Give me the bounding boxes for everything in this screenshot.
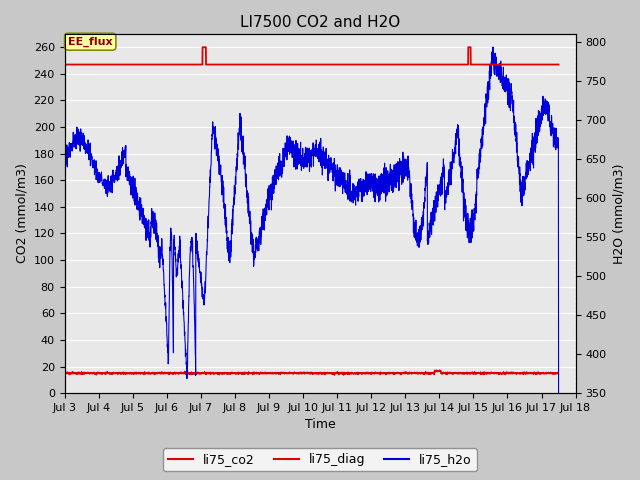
Y-axis label: CO2 (mmol/m3): CO2 (mmol/m3) [15, 164, 28, 264]
Y-axis label: H2O (mmol/m3): H2O (mmol/m3) [612, 163, 625, 264]
X-axis label: Time: Time [305, 419, 335, 432]
Text: EE_flux: EE_flux [68, 36, 113, 47]
Title: LI7500 CO2 and H2O: LI7500 CO2 and H2O [240, 15, 400, 30]
Legend: li75_co2, li75_diag, li75_h2o: li75_co2, li75_diag, li75_h2o [163, 448, 477, 471]
